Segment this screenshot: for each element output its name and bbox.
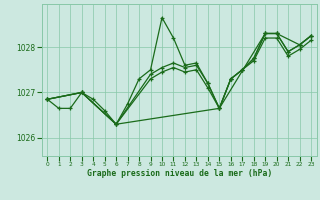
- X-axis label: Graphe pression niveau de la mer (hPa): Graphe pression niveau de la mer (hPa): [87, 169, 272, 178]
